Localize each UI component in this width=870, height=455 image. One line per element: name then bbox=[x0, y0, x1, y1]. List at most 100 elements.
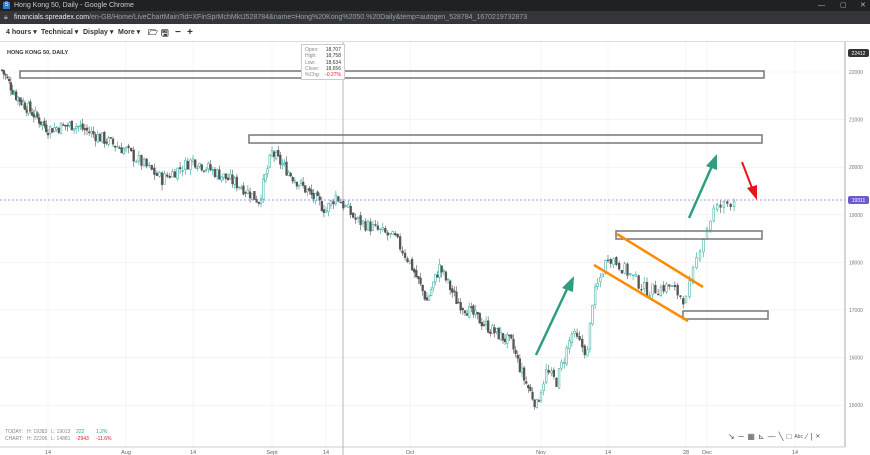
candle-up bbox=[142, 158, 146, 166]
candle-down bbox=[410, 258, 414, 271]
candle-down bbox=[493, 327, 496, 334]
display-dropdown[interactable]: Display ▾ bbox=[83, 29, 114, 36]
channel-lower-line[interactable] bbox=[593, 263, 689, 323]
candle-down bbox=[285, 161, 288, 176]
channel-upper-line[interactable] bbox=[616, 232, 704, 289]
save-icon[interactable]: 🖫 bbox=[161, 28, 169, 38]
candle-down bbox=[396, 233, 399, 238]
candle-down bbox=[322, 209, 326, 213]
candle-down bbox=[637, 275, 640, 289]
zoom-out-icon[interactable]: − bbox=[175, 27, 181, 38]
x-tick-label: 14 bbox=[45, 450, 51, 455]
candle-down bbox=[15, 91, 18, 101]
candle-down bbox=[30, 112, 34, 116]
resistance-zone-20600[interactable] bbox=[248, 134, 763, 144]
candle-up bbox=[484, 321, 488, 325]
candle-down bbox=[482, 324, 486, 326]
candle-up bbox=[651, 283, 654, 295]
candle-down bbox=[29, 101, 32, 112]
minimize-icon[interactable]: — bbox=[818, 2, 825, 9]
candle-down bbox=[552, 369, 556, 377]
zoom-in-icon[interactable]: + bbox=[187, 27, 193, 38]
candle-up bbox=[158, 172, 161, 177]
rectangle-tool-icon[interactable]: □ bbox=[786, 432, 792, 441]
candle-down bbox=[349, 206, 352, 215]
close-icon[interactable]: ✕ bbox=[815, 434, 821, 440]
candle-down bbox=[173, 171, 177, 178]
candle-down bbox=[514, 349, 517, 354]
support-zone-18700[interactable] bbox=[615, 230, 763, 240]
ray-tool-icon[interactable]: ∕ bbox=[805, 432, 808, 441]
candle-up bbox=[59, 122, 63, 135]
candle-down bbox=[257, 201, 260, 204]
candle-down bbox=[178, 167, 182, 170]
price-chart[interactable]: HONG KONG 50, DAILY 22000 21000 20000 19000… bbox=[0, 42, 870, 455]
candle-up bbox=[116, 146, 119, 148]
y-tick-label: 20000 bbox=[849, 165, 863, 171]
candle-down bbox=[36, 112, 39, 118]
candle-up bbox=[545, 369, 548, 383]
candle-down bbox=[2, 69, 5, 75]
more-dropdown[interactable]: More ▾ bbox=[118, 29, 141, 36]
candle-down bbox=[304, 185, 307, 193]
candle-down bbox=[308, 187, 311, 191]
candle-down bbox=[525, 381, 528, 384]
candle-up bbox=[266, 168, 269, 174]
candle-up bbox=[189, 159, 192, 170]
fan-tool-icon[interactable]: ⊾ bbox=[757, 432, 765, 441]
today-low: L: 19013 bbox=[51, 429, 71, 435]
candle-down bbox=[140, 154, 143, 166]
candle-down bbox=[413, 268, 416, 273]
candle-down bbox=[92, 131, 95, 135]
chart-stats: CHART: H: 22206 L: 14881 -2943 -11.6% bbox=[0, 436, 130, 442]
candle-down bbox=[218, 169, 221, 180]
candle-up bbox=[283, 162, 286, 165]
candle-down bbox=[662, 285, 665, 292]
candle-down bbox=[200, 164, 203, 171]
address-bar[interactable]: 🔒︎ financials.spreadex.com/en-GB/Home/Li… bbox=[0, 11, 870, 24]
curve-tool-icon[interactable]: ∽ bbox=[737, 432, 745, 441]
candle-up bbox=[251, 193, 254, 201]
resistance-zone-22000[interactable] bbox=[19, 70, 765, 79]
trend-line-icon[interactable]: ╲ bbox=[778, 432, 784, 441]
candle-down bbox=[421, 284, 424, 291]
candle-down bbox=[719, 204, 722, 208]
fib-tool-icon[interactable]: ▦ bbox=[747, 432, 755, 441]
candle-down bbox=[656, 293, 660, 296]
candle-down bbox=[277, 150, 280, 157]
spreadex-favicon: S bbox=[3, 2, 10, 9]
candle-up bbox=[96, 134, 99, 143]
interval-dropdown[interactable]: 4 hours ▾ bbox=[6, 29, 37, 36]
candle-down bbox=[118, 147, 121, 149]
candle-down bbox=[374, 224, 377, 226]
candle-up bbox=[207, 163, 210, 170]
candle-up bbox=[629, 273, 632, 275]
candle-down bbox=[11, 90, 14, 95]
candle-down bbox=[291, 177, 294, 182]
drawings[interactable] bbox=[19, 70, 769, 320]
green-arrow-up-1 bbox=[534, 276, 574, 356]
candle-down bbox=[213, 169, 217, 178]
x-tick-label: 14 bbox=[323, 450, 329, 455]
folder-open-icon[interactable]: 🗁 bbox=[148, 28, 158, 37]
candle-up bbox=[695, 257, 698, 268]
horizontal-line-icon[interactable]: — bbox=[767, 432, 776, 441]
maximize-icon[interactable]: ▢ bbox=[840, 2, 847, 9]
candle-down bbox=[46, 132, 50, 136]
candle-up bbox=[542, 383, 545, 392]
candle-down bbox=[436, 274, 439, 278]
line-tool-icon[interactable]: ↘ bbox=[728, 432, 735, 441]
candle-up bbox=[281, 163, 284, 166]
candle-down bbox=[310, 189, 313, 195]
candle-down bbox=[518, 358, 522, 372]
technical-dropdown[interactable]: Technical ▾ bbox=[41, 29, 79, 36]
close-window-icon[interactable]: ✕ bbox=[860, 2, 866, 9]
candle-down bbox=[451, 288, 454, 293]
candle-down bbox=[487, 320, 490, 333]
text-tool-icon[interactable]: Abc bbox=[794, 434, 803, 440]
support-zone-17000[interactable] bbox=[682, 310, 769, 320]
candle-down bbox=[289, 173, 292, 177]
chart-change: -2943 bbox=[76, 436, 89, 442]
red-arrow-down bbox=[741, 161, 757, 200]
candle-down bbox=[359, 215, 362, 225]
